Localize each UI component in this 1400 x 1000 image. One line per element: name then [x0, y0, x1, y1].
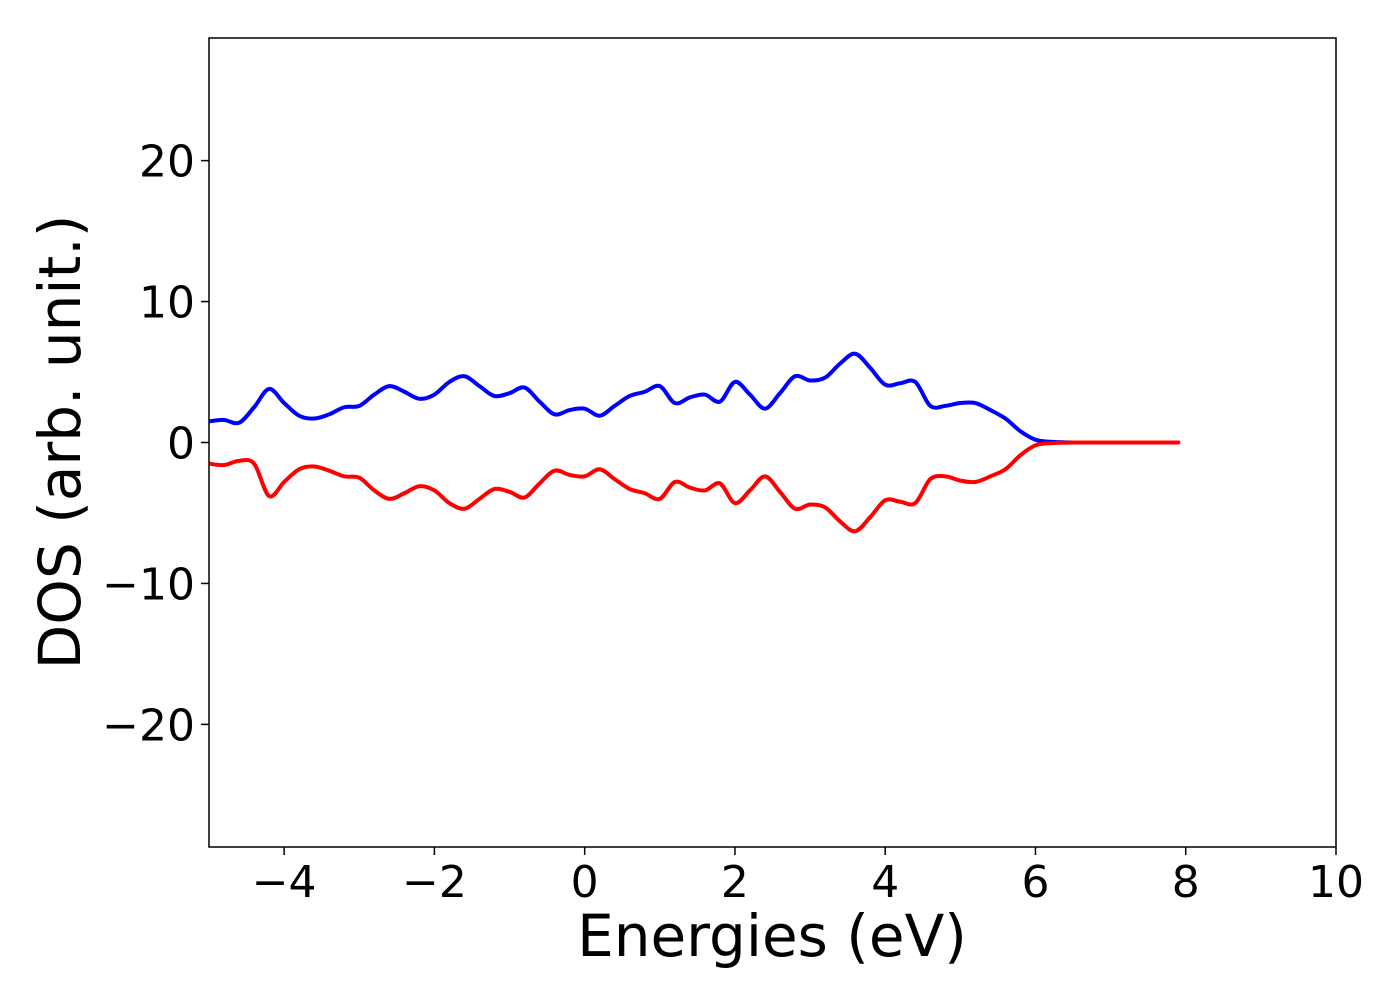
x-tick-label: −2	[402, 857, 467, 908]
y-tick-label: −20	[102, 700, 195, 751]
x-tick-label: 0	[571, 857, 599, 908]
y-tick-label: 0	[167, 419, 195, 470]
x-tick-label: 10	[1308, 857, 1364, 908]
x-tick-label: 2	[721, 857, 749, 908]
y-tick-label: 20	[139, 137, 195, 188]
series-line-0	[209, 351, 1181, 445]
x-tick-label: 4	[871, 857, 899, 908]
x-tick-label: 6	[1021, 857, 1049, 908]
y-tick-label: −10	[102, 559, 195, 610]
x-tick-label: −4	[252, 857, 317, 908]
y-axis-ticks: −20 −10 0 10 20	[102, 137, 209, 751]
series-line-1	[209, 440, 1181, 534]
x-axis-ticks: −4 −2 0 2 4 6 8 10	[252, 847, 1364, 908]
y-tick-label: 10	[139, 278, 195, 329]
x-tick-label: 8	[1172, 857, 1200, 908]
x-axis-label: Energies (eV)	[577, 902, 967, 970]
series-layer	[209, 351, 1181, 534]
y-axis-label: DOS (arb. unit.)	[26, 215, 94, 670]
